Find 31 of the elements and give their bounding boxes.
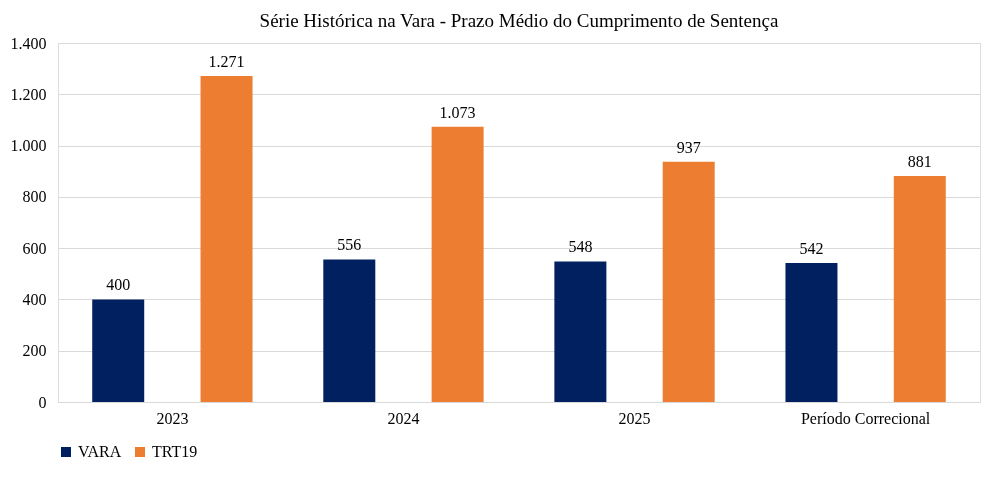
y-tick-label: 1.400 bbox=[10, 34, 47, 52]
legend-label: TRT19 bbox=[152, 443, 198, 460]
bar bbox=[662, 161, 715, 402]
data-label: 400 bbox=[106, 276, 131, 294]
bar bbox=[431, 126, 484, 402]
data-label: 1.271 bbox=[208, 53, 245, 71]
bar bbox=[893, 176, 946, 402]
data-label: 548 bbox=[568, 238, 593, 256]
x-tick-label: 2024 bbox=[387, 409, 420, 427]
x-tick-label: Período Correcional bbox=[800, 409, 931, 427]
y-tick-label: 1.000 bbox=[10, 137, 47, 155]
data-label: 542 bbox=[799, 240, 824, 258]
bar bbox=[200, 76, 253, 402]
bar bbox=[554, 261, 607, 402]
chart-title: Série Histórica na Vara - Prazo Médio do Cumprimento de Sentença bbox=[259, 10, 779, 31]
y-tick-label: 0 bbox=[38, 393, 47, 411]
data-label: 881 bbox=[907, 153, 932, 171]
data-label: 1.073 bbox=[439, 103, 476, 121]
y-tick-label: 1.200 bbox=[10, 85, 47, 103]
legend-label: VARA bbox=[78, 443, 122, 460]
bar bbox=[323, 259, 376, 402]
y-tick-label: 600 bbox=[22, 239, 47, 257]
bar bbox=[92, 299, 145, 402]
y-tick-label: 800 bbox=[22, 188, 47, 206]
data-label: 937 bbox=[676, 138, 701, 156]
y-tick-label: 400 bbox=[22, 290, 47, 308]
data-label: 556 bbox=[337, 236, 362, 254]
x-tick-label: 2023 bbox=[156, 409, 189, 427]
bar bbox=[785, 263, 838, 402]
x-tick-label: 2025 bbox=[618, 409, 651, 427]
y-tick-label: 200 bbox=[22, 342, 47, 360]
